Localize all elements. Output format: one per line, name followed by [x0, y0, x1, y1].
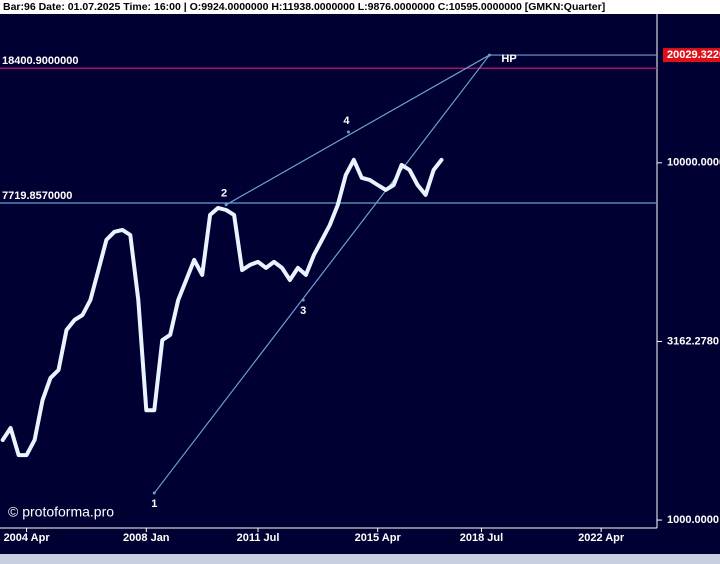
- trend-line: [153, 54, 490, 494]
- y-tick-label: 1000.0000: [667, 514, 719, 526]
- y-tick-label: 10000.0000: [667, 157, 720, 169]
- x-tick-label: 2015 Apr: [355, 532, 402, 544]
- wave-label: 4: [343, 115, 350, 127]
- x-tick-label: 2018 Jul: [460, 532, 503, 544]
- watermark: © protoforma.pro: [8, 504, 114, 520]
- price-line: [0, 157, 444, 458]
- header-bar: [0, 0, 720, 14]
- x-tick-label: 2004 Apr: [4, 532, 51, 544]
- x-tick-label: 2011 Jul: [237, 532, 280, 544]
- chart-title: Bar:96 Date: 01.07.2025 Time: 16:00 | O:…: [3, 1, 605, 13]
- wave-label: HP: [501, 53, 516, 65]
- price-marker: [663, 48, 720, 63]
- wave-label: 2: [221, 188, 227, 200]
- bottom-bar: [0, 554, 720, 564]
- level-label: 7719.8570000: [2, 190, 72, 202]
- level-label: 18400.9000000: [2, 55, 78, 67]
- wave-point: [346, 130, 350, 134]
- trend-line: [225, 54, 490, 206]
- price-marker-label: 20029.3220: [667, 49, 720, 61]
- x-tick-label: 2022 Apr: [578, 532, 625, 544]
- x-tick-label: 2008 Jan: [123, 532, 170, 544]
- y-tick-label: 3162.2780: [667, 335, 719, 347]
- wave-label: 1: [151, 498, 157, 510]
- wave-label: 3: [300, 305, 306, 317]
- wave-point: [152, 491, 156, 495]
- wave-point: [301, 298, 305, 302]
- wave-point: [224, 203, 228, 207]
- wave-point: [487, 53, 491, 57]
